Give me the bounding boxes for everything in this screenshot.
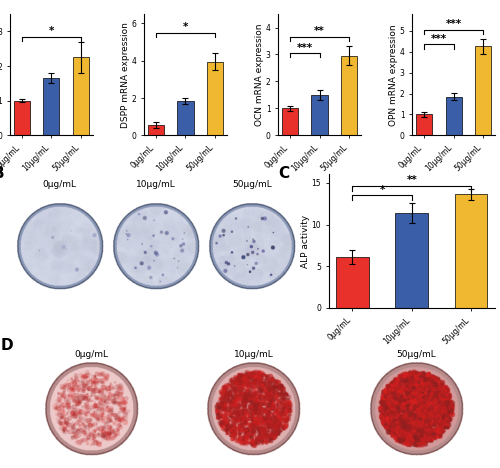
Text: B: B bbox=[0, 167, 4, 182]
Text: *: * bbox=[380, 185, 385, 195]
Text: 0μg/mL: 0μg/mL bbox=[74, 350, 108, 359]
Text: D: D bbox=[0, 338, 13, 353]
Bar bbox=[475, 46, 491, 135]
Bar bbox=[336, 257, 369, 308]
Bar bbox=[178, 101, 194, 135]
Bar bbox=[312, 95, 328, 135]
Text: **: ** bbox=[406, 176, 417, 185]
Bar bbox=[341, 56, 357, 135]
Text: 50μg/mL: 50μg/mL bbox=[232, 180, 272, 189]
Bar bbox=[282, 109, 298, 135]
Bar bbox=[148, 125, 164, 135]
Text: ***: *** bbox=[431, 34, 447, 44]
Text: ***: *** bbox=[446, 19, 462, 29]
Bar bbox=[44, 78, 60, 135]
Bar bbox=[207, 62, 223, 135]
Text: ***: *** bbox=[296, 43, 313, 52]
Text: *: * bbox=[183, 22, 188, 32]
Text: **: ** bbox=[314, 26, 325, 37]
Y-axis label: DSPP mRNA expression: DSPP mRNA expression bbox=[121, 22, 130, 128]
Text: 0μg/mL: 0μg/mL bbox=[42, 180, 76, 189]
Bar bbox=[446, 97, 462, 135]
Bar bbox=[396, 213, 428, 308]
Bar bbox=[14, 101, 30, 135]
Bar bbox=[416, 115, 432, 135]
Text: 50μg/mL: 50μg/mL bbox=[396, 350, 436, 359]
Y-axis label: OPN mRNA expression: OPN mRNA expression bbox=[390, 24, 398, 125]
Bar bbox=[73, 58, 89, 135]
Text: 10μg/mL: 10μg/mL bbox=[234, 350, 274, 359]
Y-axis label: OCN mRNA expression: OCN mRNA expression bbox=[256, 23, 264, 126]
Text: C: C bbox=[278, 167, 290, 182]
Bar bbox=[455, 195, 488, 308]
Y-axis label: ALP activity: ALP activity bbox=[301, 215, 310, 268]
Text: 10μg/mL: 10μg/mL bbox=[136, 180, 175, 189]
Text: *: * bbox=[48, 26, 54, 36]
